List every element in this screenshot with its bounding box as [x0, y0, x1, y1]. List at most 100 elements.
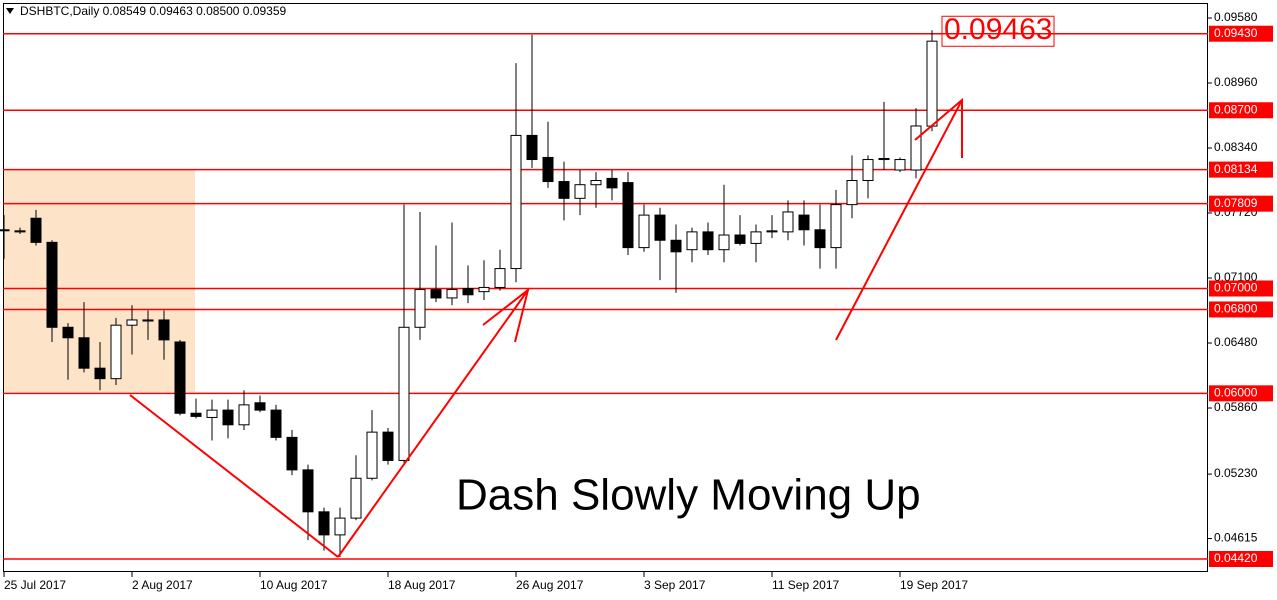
trend-line [835, 99, 963, 341]
level-label: 0.07000 [1214, 281, 1258, 295]
candle-body [318, 511, 330, 536]
candle-body [14, 230, 26, 233]
candle-body [350, 477, 362, 519]
candle-body [478, 286, 490, 293]
candle-body [686, 231, 698, 251]
level-label: 0.04420 [1214, 551, 1258, 565]
candle-body [142, 319, 154, 322]
candle-body [766, 230, 778, 233]
candle-body [814, 229, 826, 249]
candle-body [302, 469, 314, 513]
y-tick-label: 0.05230 [1214, 466, 1258, 480]
candle-body [270, 409, 282, 438]
x-tick-label: 19 Sep 2017 [900, 578, 968, 592]
x-tick-label: 10 Aug 2017 [260, 578, 328, 592]
candle-body [430, 289, 442, 299]
trend-line [129, 394, 339, 558]
candle-body [206, 409, 218, 418]
candle-body [846, 180, 858, 206]
candle-body [190, 412, 202, 417]
candle-body [670, 239, 682, 253]
level-label-box [1209, 301, 1273, 318]
x-tick-label: 25 Jul 2017 [4, 578, 66, 592]
candle-body [30, 217, 42, 243]
candle-body [62, 326, 74, 339]
candle-body [110, 324, 122, 380]
candle-body [510, 134, 522, 270]
price-label-box [941, 15, 1055, 47]
candle-body [158, 319, 170, 341]
candle-body [334, 517, 346, 536]
level-label-box [1209, 385, 1273, 402]
trend-line [337, 289, 529, 558]
arrow-head [482, 287, 530, 343]
candle-body [286, 436, 298, 471]
candle-body [830, 204, 842, 249]
candle-body [558, 181, 570, 199]
chart-title: DSHBTC,Daily 0.08549 0.09463 0.08500 0.0… [20, 4, 287, 18]
x-tick-label: 26 Aug 2017 [516, 578, 584, 592]
y-tick-label: 0.04615 [1214, 531, 1258, 545]
candle-body [238, 404, 250, 426]
candle-body [494, 268, 506, 288]
trend-arrows [129, 97, 963, 558]
candle-body [734, 234, 746, 244]
candle-body [366, 431, 378, 479]
candle-body [606, 177, 618, 189]
y-tick-label: 0.09580 [1214, 10, 1258, 24]
candle-body [910, 125, 922, 171]
price-label: 0.09463 [944, 13, 1052, 46]
candle-body [926, 40, 938, 127]
candle-body [574, 184, 586, 199]
candle-body [462, 287, 474, 296]
plot-frame [3, 3, 1208, 572]
candle-body [174, 341, 186, 414]
candle-body [878, 157, 890, 161]
candle-body [398, 326, 410, 461]
level-label-box [1209, 161, 1273, 178]
y-tick-label: 0.08340 [1214, 140, 1258, 154]
y-tick-label: 0.08960 [1214, 75, 1258, 89]
level-label-box [1209, 102, 1273, 119]
level-label: 0.06000 [1214, 386, 1258, 400]
arrow-head [914, 97, 963, 158]
level-label: 0.06800 [1214, 302, 1258, 316]
x-tick-label: 3 Sep 2017 [644, 578, 706, 592]
level-label: 0.08134 [1214, 162, 1258, 176]
candle-body [222, 409, 234, 426]
candle-body [126, 319, 138, 326]
candle-body [862, 159, 874, 182]
level-label: 0.08700 [1214, 102, 1258, 116]
candle-body [702, 231, 714, 251]
candle-body [46, 241, 58, 328]
candle-body [254, 402, 266, 411]
candle-body [654, 214, 666, 241]
candle-body [78, 337, 90, 369]
candle-body [0, 229, 10, 232]
candle-body [798, 214, 810, 231]
highlight-zone [3, 170, 195, 392]
level-label-box [1209, 550, 1273, 567]
x-tick-label: 2 Aug 2017 [132, 578, 193, 592]
candle-body [894, 159, 906, 171]
y-tick-label: 0.06480 [1214, 335, 1258, 349]
level-label: 0.09430 [1214, 26, 1258, 40]
candle-body [638, 214, 650, 249]
candle-body [782, 211, 794, 233]
y-tick-label: 0.05860 [1214, 400, 1258, 414]
candle-body [542, 156, 554, 183]
candle-body [718, 234, 730, 251]
candle-body [446, 289, 458, 299]
candle-body [622, 182, 634, 249]
candle-body [750, 231, 762, 244]
title-marker [6, 8, 14, 14]
x-tick-label: 11 Sep 2017 [772, 578, 839, 592]
level-label: 0.07809 [1214, 196, 1258, 210]
candle-body [94, 367, 106, 380]
candle-body [414, 289, 426, 328]
candle-body [382, 431, 394, 461]
candle-body [590, 180, 602, 186]
candle-body [526, 134, 538, 161]
